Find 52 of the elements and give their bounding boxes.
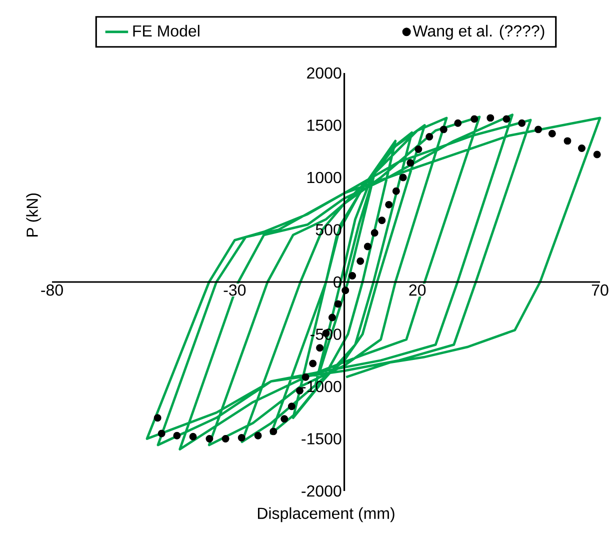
x-tick-label: -30 — [224, 284, 246, 296]
point — [564, 137, 572, 145]
y-tick-label: -1500 — [302, 433, 342, 444]
point — [309, 360, 317, 368]
x-axis-title: Displacement (mm) — [258, 507, 394, 522]
point — [414, 146, 422, 154]
point — [578, 144, 586, 152]
point — [548, 130, 556, 138]
point — [348, 272, 356, 280]
point — [370, 229, 378, 237]
y-tick-label: 1500 — [307, 120, 342, 131]
point — [426, 133, 434, 140]
x-tick-label: 20 — [409, 284, 426, 296]
point — [518, 119, 526, 127]
point — [316, 344, 324, 352]
point — [280, 415, 288, 423]
point — [470, 115, 478, 123]
point — [270, 428, 278, 436]
point — [406, 159, 414, 167]
point — [593, 150, 601, 158]
point — [356, 257, 364, 265]
point — [238, 434, 246, 442]
point — [158, 430, 166, 438]
point — [173, 432, 181, 440]
point — [454, 119, 462, 127]
point — [222, 435, 230, 442]
point — [302, 373, 310, 381]
x-tick-label: -80 — [41, 284, 63, 296]
point — [342, 286, 350, 294]
point — [288, 402, 296, 410]
y-tick-label: -2000 — [302, 485, 342, 497]
point — [328, 314, 336, 322]
point — [486, 114, 494, 122]
point — [334, 300, 342, 308]
y-tick-label: 1000 — [307, 172, 342, 184]
legend-label: Wang et al. (????) — [412, 24, 544, 40]
point — [378, 216, 386, 224]
point — [392, 187, 400, 195]
point — [206, 435, 214, 442]
y-axis-title: P (kN) — [26, 193, 42, 236]
point — [502, 115, 510, 123]
point — [154, 414, 162, 422]
point — [440, 126, 448, 134]
point — [364, 242, 372, 250]
point — [254, 432, 262, 440]
point — [399, 174, 407, 182]
legend-label: FE Model — [133, 24, 200, 37]
x-tick-label: 70 — [592, 284, 608, 296]
point — [189, 432, 197, 440]
point — [534, 126, 542, 134]
point — [385, 200, 393, 208]
y-tick-label: 2000 — [307, 67, 342, 79]
